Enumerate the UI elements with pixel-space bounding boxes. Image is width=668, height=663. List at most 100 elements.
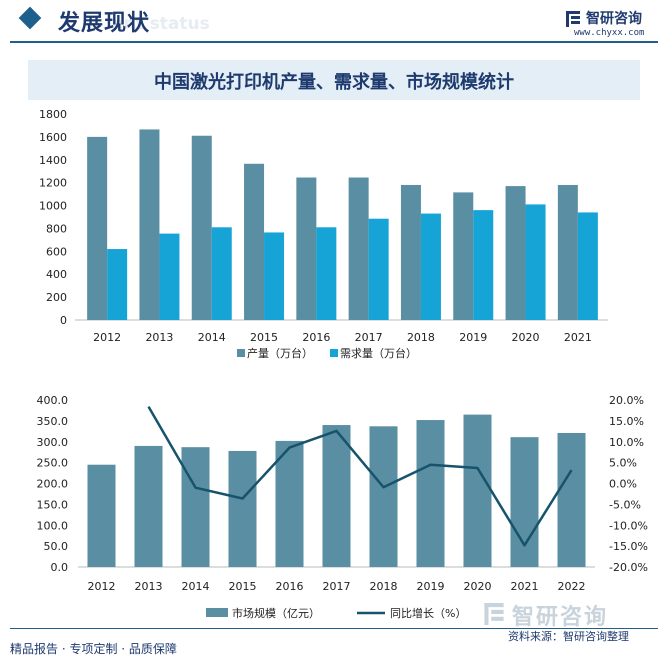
bar-production: [400, 184, 421, 320]
bar-production: [453, 192, 474, 320]
legend-label-demand: 需求量（万台）: [340, 346, 417, 360]
bar-production: [139, 129, 160, 320]
bar-market-size: [275, 440, 304, 567]
bar-market-size: [369, 426, 398, 567]
footer-slogan: 精品报告 · 专项定制 · 品质保障: [10, 642, 177, 656]
bar-demand: [525, 204, 546, 320]
x-tick-label: 2015: [250, 331, 278, 344]
footer-brand-logo-icon: [484, 603, 504, 625]
bar-production: [87, 136, 108, 320]
bar-demand: [420, 213, 441, 320]
bar-demand: [316, 227, 337, 320]
page-header: ent status 发展现状 智研咨询 www.chyxx.com: [0, 0, 668, 46]
x-tick-label: 2019: [417, 580, 445, 593]
y-right-tick-label: 15.0%: [609, 415, 644, 428]
bar-demand: [264, 232, 285, 320]
x-tick-label: 2014: [198, 331, 226, 344]
x-tick-label: 2020: [512, 331, 540, 344]
y-right-tick-label: -15.0%: [609, 540, 648, 553]
brand-logo-icon: [566, 11, 580, 27]
y-left-tick-label: 300.0: [37, 436, 69, 449]
x-tick-label: 2012: [93, 331, 121, 344]
y-left-tick-label: 150.0: [37, 498, 69, 511]
bar-market-size: [416, 420, 445, 567]
x-tick-label: 2019: [459, 331, 487, 344]
y-left-tick-label: 200.0: [37, 478, 69, 491]
brand-name: 智研咨询: [586, 11, 642, 27]
y-tick-label: 1400: [39, 154, 67, 167]
bar-production: [244, 163, 265, 320]
x-tick-label: 2013: [145, 331, 173, 344]
bar-demand: [159, 233, 180, 320]
y-right-tick-label: 0.0%: [609, 478, 637, 491]
y-left-tick-label: 350.0: [37, 415, 69, 428]
x-tick-label: 2016: [302, 331, 330, 344]
y-right-tick-label: -10.0%: [609, 519, 648, 532]
bar-demand: [577, 212, 598, 320]
y-right-tick-label: 20.0%: [609, 394, 644, 407]
y-left-tick-label: 250.0: [37, 457, 69, 470]
legend-label-market-size: 市场规模（亿元）: [232, 606, 320, 620]
legend-swatch-demand: [330, 349, 338, 357]
bar-production: [191, 135, 212, 320]
y-left-tick-label: 50.0: [44, 540, 69, 553]
bar-demand: [107, 249, 128, 320]
bar-market-size: [557, 432, 586, 567]
chart-banner: 中国激光打印机产量、需求量、市场规模统计: [28, 60, 640, 100]
x-tick-label: 2021: [564, 331, 592, 344]
growth-line: [147, 406, 573, 547]
x-tick-label: 2017: [355, 331, 383, 344]
legend-label-production: 产量（万台）: [247, 346, 313, 360]
x-tick-label: 2017: [323, 580, 351, 593]
y-right-tick-label: -20.0%: [609, 561, 648, 574]
x-tick-label: 2021: [511, 580, 539, 593]
x-tick-label: 2012: [88, 580, 116, 593]
x-tick-label: 2015: [229, 580, 257, 593]
bar-demand: [211, 227, 232, 320]
x-tick-label: 2020: [464, 580, 492, 593]
footer-divider: [10, 628, 658, 629]
y-tick-label: 400: [46, 268, 67, 281]
brand-url: www.chyxx.com: [574, 28, 645, 38]
y-left-tick-label: 400.0: [37, 394, 69, 407]
y-tick-label: 600: [46, 245, 67, 258]
y-tick-label: 1600: [39, 131, 67, 144]
y-tick-label: 1200: [39, 177, 67, 190]
legend-swatch-production: [237, 349, 245, 357]
legend-swatch-market-size: [206, 608, 228, 617]
y-right-tick-label: -5.0%: [609, 498, 641, 511]
bar-market-size: [322, 425, 351, 567]
bar-market-size: [87, 464, 116, 567]
header-divider: [10, 41, 658, 43]
bar-production: [296, 177, 317, 320]
bar-demand: [473, 210, 494, 320]
legend-label-growth: 同比增长（%）: [390, 606, 466, 620]
chart-banner-title: 中国激光打印机产量、需求量、市场规模统计: [154, 72, 514, 93]
bar-market-size: [181, 447, 210, 567]
y-left-tick-label: 100.0: [37, 519, 69, 532]
x-tick-label: 2018: [407, 331, 435, 344]
y-tick-label: 200: [46, 291, 67, 304]
header-ghost-subtitle: ent status: [112, 14, 210, 34]
bar-market-size: [510, 437, 539, 567]
y-tick-label: 0: [60, 314, 67, 327]
source-note: 资料来源：智研咨询整理: [508, 630, 629, 643]
y-right-tick-label: 10.0%: [609, 436, 644, 449]
bar-market-size: [463, 414, 492, 567]
bar-production: [557, 184, 578, 320]
x-tick-label: 2016: [276, 580, 304, 593]
bar-production: [505, 186, 526, 320]
page-title: 发展现状: [58, 11, 151, 36]
y-tick-label: 1000: [39, 200, 67, 213]
x-tick-label: 2014: [182, 580, 210, 593]
y-right-tick-label: 5.0%: [609, 457, 637, 470]
footer-brand-watermark: 智研咨询: [512, 605, 609, 630]
bar-market-size: [134, 445, 163, 567]
y-tick-label: 1800: [39, 108, 67, 121]
y-left-tick-label: 0.0: [51, 561, 69, 574]
bar-market-size: [228, 450, 257, 567]
x-tick-label: 2018: [370, 580, 398, 593]
bar-production: [348, 177, 369, 320]
x-tick-label: 2022: [558, 580, 586, 593]
